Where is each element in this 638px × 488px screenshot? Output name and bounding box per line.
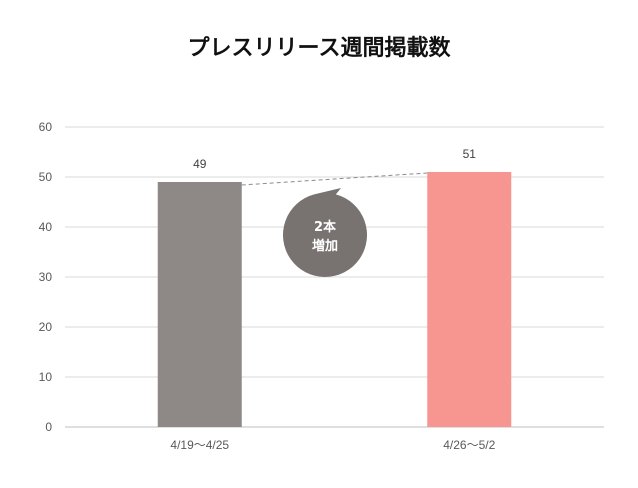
x-tick-label: 4/19～4/25 bbox=[170, 438, 229, 452]
data-label: 49 bbox=[193, 157, 207, 171]
increase-callout: 2本 増加 bbox=[283, 188, 367, 278]
data-labels: 49 51 bbox=[193, 147, 476, 171]
y-tick-label: 10 bbox=[39, 370, 53, 384]
y-tick-label: 60 bbox=[39, 120, 53, 134]
y-tick-label: 30 bbox=[39, 270, 53, 284]
x-axis-ticks: 4/19～4/25 4/26～5/2 bbox=[170, 438, 495, 452]
y-tick-label: 40 bbox=[39, 220, 53, 234]
comparison-connector bbox=[241, 172, 428, 186]
callout-bubble bbox=[283, 188, 367, 278]
chart-title: プレスリリース週間掲載数 bbox=[187, 36, 451, 61]
x-tick-label: 4/26～5/2 bbox=[443, 438, 495, 452]
callout-line2: 増加 bbox=[312, 238, 338, 254]
connector-line bbox=[241, 172, 428, 186]
y-tick-label: 0 bbox=[45, 420, 52, 434]
y-tick-label: 50 bbox=[39, 170, 53, 184]
data-label: 51 bbox=[463, 147, 477, 161]
bars bbox=[157, 172, 512, 427]
bar bbox=[427, 172, 512, 427]
y-axis-ticks: 0 10 20 30 40 50 60 bbox=[39, 120, 53, 434]
y-tick-label: 20 bbox=[39, 320, 53, 334]
gridlines bbox=[65, 126, 604, 428]
bar bbox=[157, 182, 242, 427]
callout-line1: 2本 bbox=[314, 219, 336, 235]
